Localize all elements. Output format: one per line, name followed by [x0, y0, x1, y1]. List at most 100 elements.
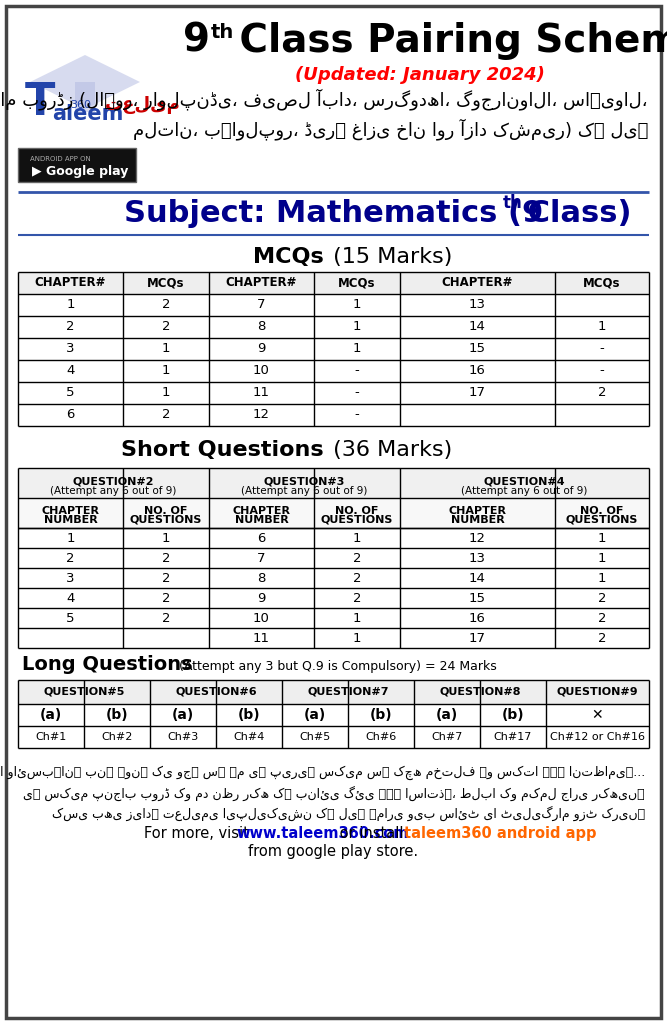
Text: Ch#1: Ch#1: [35, 732, 67, 742]
Text: 2: 2: [162, 299, 170, 311]
Text: (Attempt any 6 out of 9): (Attempt any 6 out of 9): [241, 486, 368, 496]
Text: Ch#17: Ch#17: [494, 732, 532, 742]
Text: (a): (a): [436, 708, 458, 722]
Text: 6: 6: [66, 409, 75, 422]
Bar: [75, 82, 95, 112]
Bar: [400, 468, 649, 498]
Text: For more, visit: For more, visit: [143, 826, 253, 841]
Text: 7: 7: [257, 552, 265, 564]
Text: (Attempt any 6 out of 9): (Attempt any 6 out of 9): [50, 486, 177, 496]
Text: 16: 16: [469, 611, 486, 625]
Text: (b): (b): [502, 708, 524, 722]
Text: 1: 1: [162, 342, 170, 355]
Text: (a): (a): [40, 708, 62, 722]
Bar: [282, 680, 414, 705]
Text: (b): (b): [237, 708, 260, 722]
Text: -: -: [600, 342, 604, 355]
Text: 9: 9: [257, 592, 265, 604]
Text: CHAPTER: CHAPTER: [41, 506, 99, 516]
Text: 2: 2: [66, 321, 75, 334]
Text: ▶ Google play: ▶ Google play: [32, 165, 128, 178]
Text: CHAPTER: CHAPTER: [233, 506, 291, 516]
Text: 1: 1: [353, 632, 362, 644]
Text: -: -: [600, 365, 604, 378]
Text: Ch#6: Ch#6: [366, 732, 397, 742]
Text: 2: 2: [598, 632, 606, 644]
Text: -: -: [355, 386, 360, 399]
Text: or install: or install: [335, 826, 408, 841]
Text: 9: 9: [183, 22, 210, 60]
Text: taleem360 android app: taleem360 android app: [404, 826, 597, 841]
Text: 5: 5: [66, 611, 75, 625]
Text: کسی بھی زیادہ تعلیمی ایپلیکیشن کے لیے ہماری ویب سائٹ یا ٹیلیگرام وزٹ کریں۔: کسی بھی زیادہ تعلیمی ایپلیکیشن کے لیے ہم…: [52, 806, 645, 821]
Bar: [18, 680, 150, 705]
Text: NUMBER: NUMBER: [43, 515, 97, 525]
Text: (a): (a): [304, 708, 326, 722]
Text: 2: 2: [162, 592, 170, 604]
Text: 14: 14: [469, 321, 486, 334]
Text: QUESTIONS: QUESTIONS: [321, 515, 393, 525]
Text: 1: 1: [162, 531, 170, 545]
Bar: [209, 468, 400, 498]
Text: ملتان، بہاولپور، ڈیرہ غازی خان اور آزاد کشمیر) کے لیے: ملتان، بہاولپور، ڈیرہ غازی خان اور آزاد …: [133, 118, 648, 139]
Text: MCQs: MCQs: [583, 276, 621, 290]
Text: اس وفہ املی ا وائسبہانہ بنے ہونے کی وجہ سے ہم یہ پیریہ سکیم سے کچھ مختلف ہو سکتا: اس وفہ املی ا وائسبہانہ بنے ہونے کی وجہ …: [0, 766, 645, 780]
Text: NO. OF: NO. OF: [144, 506, 187, 516]
Bar: [209, 498, 314, 528]
Text: (b): (b): [370, 708, 392, 722]
Bar: [123, 498, 209, 528]
Bar: [18, 148, 136, 182]
Text: 13: 13: [469, 552, 486, 564]
Text: 1: 1: [353, 321, 362, 334]
Text: -: -: [355, 365, 360, 378]
Text: QUESTION#3: QUESTION#3: [264, 477, 346, 487]
Text: CHAPTER#: CHAPTER#: [226, 276, 297, 290]
Bar: [18, 498, 123, 528]
Text: from google play store.: from google play store.: [248, 844, 419, 859]
Text: www.taleem360.com: www.taleem360.com: [236, 826, 409, 841]
Text: MCQs: MCQs: [253, 247, 323, 267]
Text: CHAPTER#: CHAPTER#: [442, 276, 513, 290]
Bar: [414, 680, 546, 705]
Text: 2: 2: [353, 571, 362, 585]
Text: MCQs: MCQs: [338, 276, 376, 290]
Text: 1: 1: [66, 299, 75, 311]
Text: 15: 15: [469, 592, 486, 604]
Text: 13: 13: [469, 299, 486, 311]
Text: 10: 10: [253, 365, 270, 378]
Text: CHAPTER: CHAPTER: [448, 506, 506, 516]
Text: QUESTION#9: QUESTION#9: [557, 687, 638, 697]
Text: NO. OF: NO. OF: [336, 506, 379, 516]
Text: 12: 12: [469, 531, 486, 545]
Text: NUMBER: NUMBER: [235, 515, 288, 525]
Text: 2: 2: [353, 592, 362, 604]
Bar: [546, 680, 649, 705]
Text: 1: 1: [66, 531, 75, 545]
Text: QUESTION#4: QUESTION#4: [484, 477, 566, 487]
Text: Ch#2: Ch#2: [101, 732, 133, 742]
Text: Ch#7: Ch#7: [432, 732, 463, 742]
Text: 360: 360: [70, 100, 91, 110]
Text: 1: 1: [353, 342, 362, 355]
Text: MCQs: MCQs: [147, 276, 185, 290]
Text: 8: 8: [257, 571, 265, 585]
Text: Ch#5: Ch#5: [299, 732, 331, 742]
Text: (Updated: January 2024): (Updated: January 2024): [295, 66, 545, 84]
Text: 1: 1: [598, 552, 606, 564]
Text: 2: 2: [353, 552, 362, 564]
Bar: [314, 498, 400, 528]
Text: QUESTION#6: QUESTION#6: [175, 687, 257, 697]
Text: 17: 17: [469, 386, 486, 399]
Text: (36 Marks): (36 Marks): [327, 440, 453, 460]
Text: QUESTION#5: QUESTION#5: [43, 687, 125, 697]
Text: 5: 5: [66, 386, 75, 399]
Text: QUESTION#8: QUESTION#8: [440, 687, 521, 697]
Text: 1: 1: [162, 365, 170, 378]
Text: T: T: [25, 81, 55, 124]
Text: 2: 2: [162, 611, 170, 625]
Text: 3: 3: [66, 342, 75, 355]
Text: پنجاب کے تمام بورڈز (لاہور، راولپنڈی، فیصل آباد، سرگودھا، گوجرانوالا، ساہیوال،: پنجاب کے تمام بورڈز (لاہور، راولپنڈی، فی…: [0, 88, 648, 110]
Text: 9: 9: [257, 342, 265, 355]
Text: QUESTIONS: QUESTIONS: [566, 515, 638, 525]
Text: 14: 14: [469, 571, 486, 585]
